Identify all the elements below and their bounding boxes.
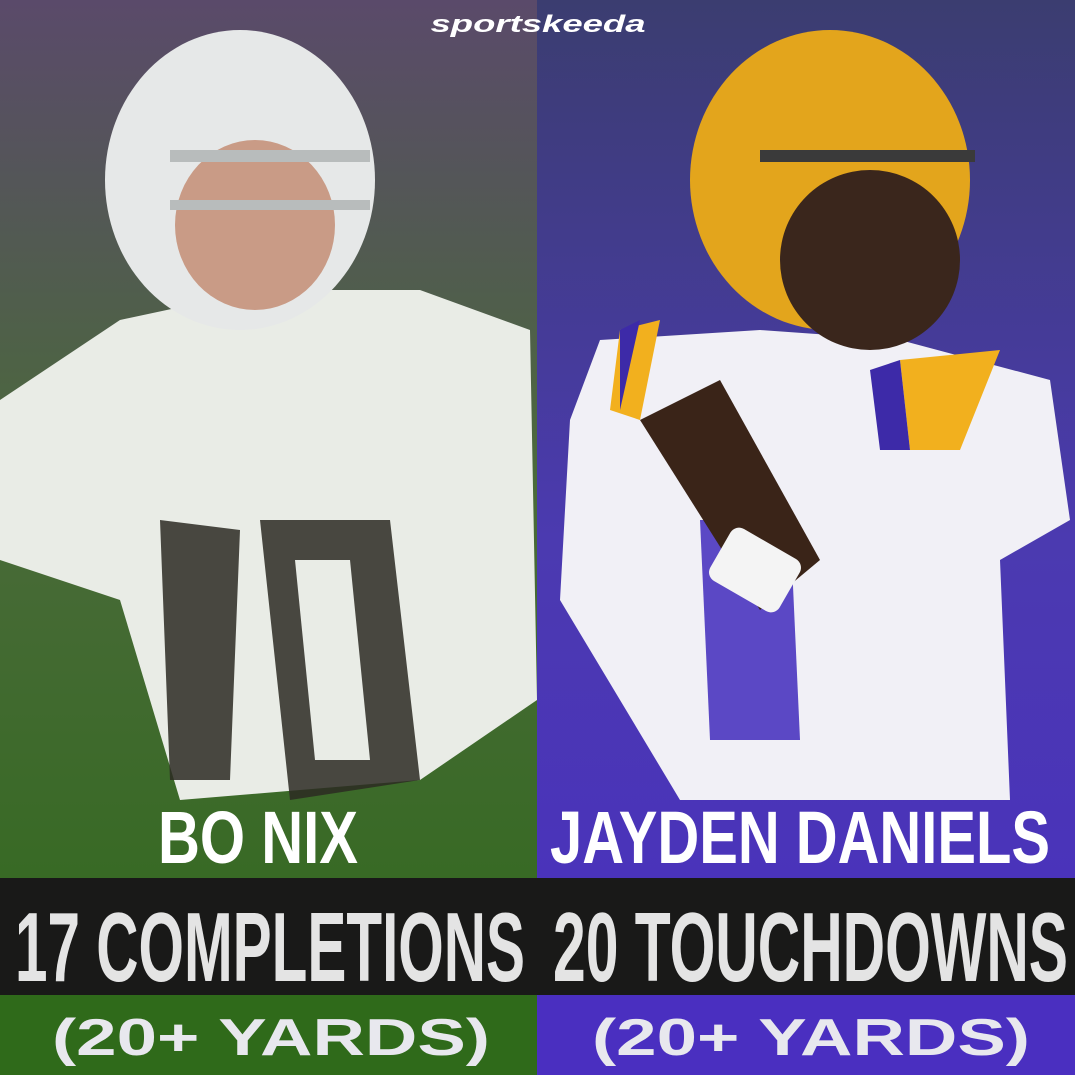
player-name: BO NIX xyxy=(158,796,358,879)
stat-note: (20+ YARDS) xyxy=(592,1009,1030,1067)
stat-band xyxy=(0,878,1075,995)
right-player xyxy=(560,30,1070,800)
left-player xyxy=(0,30,537,800)
right-note-band xyxy=(537,995,1075,1075)
stat-note: (20+ YARDS) xyxy=(52,1009,490,1067)
brand-logo: sportskeeda xyxy=(431,11,646,38)
stat-line: 17 COMPLETIONS xyxy=(15,892,525,1002)
stat-line: 20 TOUCHDOWNS xyxy=(553,892,1068,1002)
player-name: JAYDEN DANIELS xyxy=(550,796,1050,879)
left-note-band xyxy=(0,995,537,1075)
